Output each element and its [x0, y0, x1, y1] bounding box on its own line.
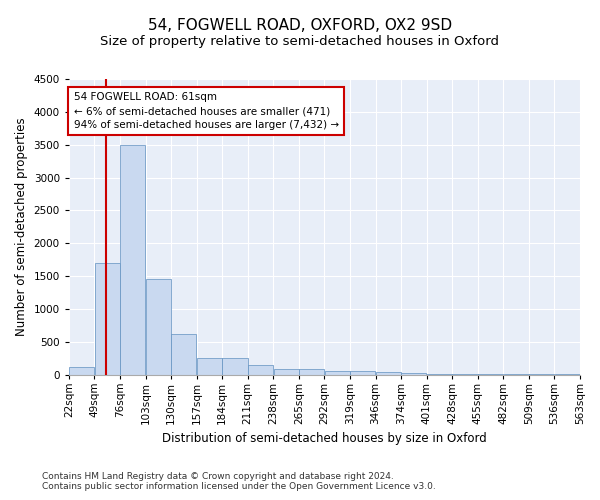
X-axis label: Distribution of semi-detached houses by size in Oxford: Distribution of semi-detached houses by …	[162, 432, 487, 445]
Bar	[274, 368, 299, 374]
Bar	[325, 371, 350, 374]
Bar	[248, 365, 273, 374]
Bar	[197, 358, 222, 374]
Text: Contains HM Land Registry data © Crown copyright and database right 2024.: Contains HM Land Registry data © Crown c…	[42, 472, 394, 481]
Text: 54 FOGWELL ROAD: 61sqm
← 6% of semi-detached houses are smaller (471)
94% of sem: 54 FOGWELL ROAD: 61sqm ← 6% of semi-deta…	[74, 92, 338, 130]
Text: 54, FOGWELL ROAD, OXFORD, OX2 9SD: 54, FOGWELL ROAD, OXFORD, OX2 9SD	[148, 18, 452, 32]
Text: Size of property relative to semi-detached houses in Oxford: Size of property relative to semi-detach…	[101, 35, 499, 48]
Bar	[350, 372, 375, 374]
Bar	[223, 358, 248, 374]
Y-axis label: Number of semi-detached properties: Number of semi-detached properties	[15, 118, 28, 336]
Text: Contains public sector information licensed under the Open Government Licence v3: Contains public sector information licen…	[42, 482, 436, 491]
Bar	[95, 263, 120, 374]
Bar	[69, 366, 94, 374]
Bar	[172, 334, 196, 374]
Bar	[120, 144, 145, 374]
Bar	[376, 372, 401, 374]
Bar	[146, 280, 171, 374]
Bar	[299, 370, 324, 374]
